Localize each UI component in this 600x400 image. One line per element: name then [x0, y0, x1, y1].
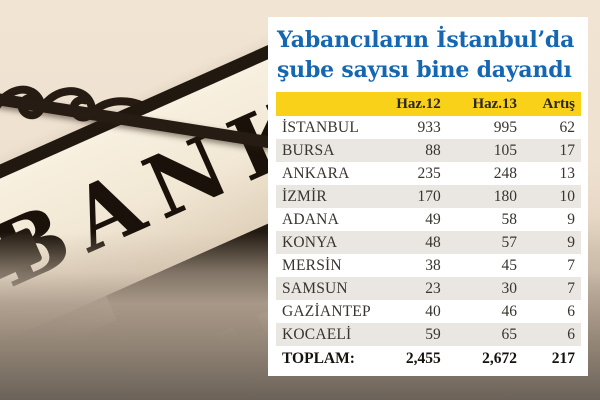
value-cell: 62 — [559, 118, 576, 136]
table-row: KOCAELİ 59 65 6 — [276, 323, 581, 346]
value-cell: 235 — [417, 164, 441, 182]
value-cell: 17 — [559, 141, 576, 159]
value-cell: 105 — [493, 141, 518, 159]
table-row: İZMİR 170 180 10 — [276, 185, 581, 208]
city-cell: MERSİN — [282, 256, 342, 274]
table-row: ADANA 49 58 9 — [276, 208, 581, 231]
value-cell: 7 — [567, 279, 575, 297]
city-cell: SAMSUN — [282, 279, 348, 297]
table-total-row: TOPLAM: 2,455 2,672 217 — [276, 346, 581, 373]
value-cell: 88 — [425, 141, 441, 159]
value-cell: 248 — [493, 164, 518, 182]
city-cell: İSTANBUL — [282, 118, 359, 136]
table-row: ANKARA 235 248 13 — [276, 162, 581, 185]
headline-line-1: Yabancıların İstanbul’da — [277, 27, 575, 53]
city-cell: ANKARA — [282, 164, 350, 182]
value-cell: 30 — [501, 279, 518, 297]
city-cell: GAZİANTEP — [282, 302, 371, 320]
value-cell: 995 — [493, 118, 518, 136]
city-cell: ADANA — [282, 210, 339, 228]
value-cell: 933 — [417, 118, 441, 136]
value-cell: 38 — [425, 256, 441, 274]
value-cell: 46 — [501, 302, 518, 320]
table-panel: Yabancıların İstanbul’da şube sayısı bin… — [268, 17, 588, 376]
value-cell: 170 — [417, 187, 441, 205]
value-cell: 9 — [567, 210, 575, 228]
value-cell: 180 — [493, 187, 518, 205]
city-cell: KOCAELİ — [282, 325, 352, 343]
table-row: BURSA 88 105 17 — [276, 139, 581, 162]
column-header-artis: Artış — [523, 92, 581, 116]
value-cell: 10 — [559, 187, 576, 205]
value-cell: 23 — [425, 279, 441, 297]
table-row: KONYA 48 57 9 — [276, 231, 581, 254]
total-haz12: 2,455 — [405, 350, 441, 367]
table-row: SAMSUN 23 30 7 — [276, 277, 581, 300]
total-label: TOPLAM: — [282, 350, 355, 367]
table-row: GAZİANTEP 40 46 6 — [276, 300, 581, 323]
headline-line-2: şube sayısı bine dayandı — [277, 57, 572, 83]
value-cell: 49 — [425, 210, 441, 228]
value-cell: 6 — [567, 302, 575, 320]
value-cell: 58 — [501, 210, 518, 228]
total-artis: 217 — [551, 350, 575, 367]
value-cell: 45 — [501, 256, 518, 274]
value-cell: 57 — [501, 233, 518, 251]
city-cell: İZMİR — [282, 187, 327, 205]
table-row: İSTANBUL 933 995 62 — [276, 116, 581, 139]
branch-count-table: Haz.12 Haz.13 Artış İSTANBUL 933 995 62 … — [276, 92, 581, 373]
city-cell: KONYA — [282, 233, 338, 251]
value-cell: 48 — [425, 233, 441, 251]
city-cell: BURSA — [282, 141, 335, 159]
value-cell: 9 — [567, 233, 575, 251]
table-row: MERSİN 38 45 7 — [276, 254, 581, 277]
value-cell: 65 — [501, 325, 518, 343]
value-cell: 6 — [567, 325, 575, 343]
headline: Yabancıların İstanbul’da şube sayısı bin… — [277, 25, 581, 85]
column-header-city — [276, 92, 374, 116]
value-cell: 40 — [425, 302, 441, 320]
table-header-row: Haz.12 Haz.13 Artış — [276, 92, 581, 116]
value-cell: 13 — [559, 164, 576, 182]
column-header-haz13: Haz.13 — [446, 92, 524, 116]
total-haz13: 2,672 — [482, 350, 518, 367]
value-cell: 59 — [425, 325, 441, 343]
column-header-haz12: Haz.12 — [373, 92, 447, 116]
value-cell: 7 — [567, 256, 575, 274]
